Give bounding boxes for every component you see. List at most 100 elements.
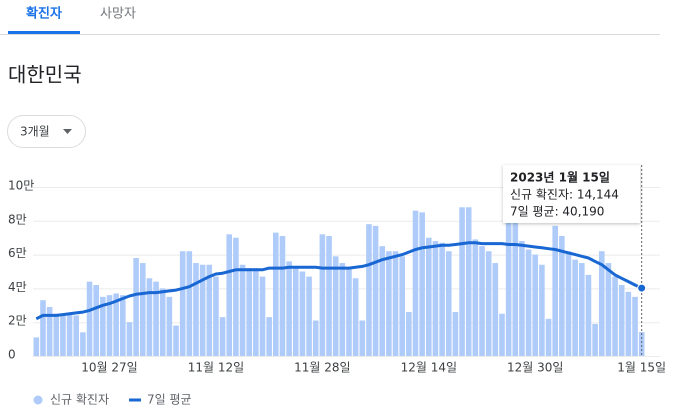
- bar: [605, 263, 612, 356]
- tab[interactable]: 사망자: [100, 7, 136, 22]
- bar: [33, 337, 40, 356]
- x-tick-label: 1월 15일: [617, 361, 666, 375]
- bar: [40, 300, 46, 356]
- bar: [465, 207, 472, 356]
- bar: [366, 224, 372, 356]
- bar: [206, 264, 213, 356]
- bar: [159, 288, 166, 356]
- bar: [73, 315, 80, 356]
- x-tick-label: 12월 30일: [507, 361, 563, 375]
- bar: [512, 217, 519, 356]
- x-tick-label: 10월 27일: [81, 361, 137, 375]
- bar: [133, 257, 139, 356]
- bar: [426, 237, 432, 356]
- bar: [392, 251, 399, 356]
- bar: [638, 332, 645, 356]
- bar: [113, 293, 119, 356]
- bar: [346, 268, 352, 356]
- tooltip-line: 신규 확진자: 14,144: [510, 188, 619, 202]
- bar: [179, 251, 186, 356]
- bar: [326, 236, 332, 356]
- bar: [100, 296, 106, 356]
- region-title: 대한민국: [8, 63, 82, 87]
- bar: [106, 295, 113, 356]
- bar: [246, 268, 252, 356]
- tooltip-line: 7일 평균: 40,190: [510, 205, 604, 219]
- bar: [173, 325, 179, 356]
- bar: [339, 263, 346, 356]
- bar: [432, 241, 439, 356]
- tab[interactable]: 확진자: [26, 6, 62, 22]
- bar: [379, 246, 386, 356]
- legend-label: 7일 평균: [147, 393, 192, 407]
- bar: [598, 251, 605, 356]
- bar: [253, 268, 259, 356]
- bar: [199, 264, 206, 356]
- bar: [299, 271, 306, 356]
- bar: [120, 295, 126, 356]
- bar: [399, 256, 405, 356]
- tooltip-date: 2023년 1월 15일: [510, 170, 610, 185]
- bar: [565, 251, 572, 356]
- dropdown-button[interactable]: [7, 115, 86, 148]
- bar: [233, 237, 239, 356]
- bar: [80, 332, 86, 356]
- bar: [219, 317, 226, 356]
- bar: [459, 207, 465, 356]
- bar: [472, 239, 479, 356]
- bar: [153, 281, 159, 356]
- bar: [60, 315, 66, 356]
- dropdown-arrow[interactable]: [63, 129, 72, 134]
- range-dropdown[interactable]: 3개월: [7, 115, 86, 148]
- bar: [419, 212, 425, 356]
- y-tick-label: 2만: [8, 314, 27, 328]
- bar: [292, 266, 299, 356]
- bar: [539, 264, 545, 356]
- bar: [579, 263, 585, 356]
- bar: [532, 254, 539, 356]
- tooltip-box: [503, 165, 640, 223]
- bar: [193, 263, 199, 356]
- tab-indicator: [8, 31, 80, 34]
- hover-dot: [637, 283, 647, 293]
- x-tick-label: 11월 12일: [188, 361, 244, 375]
- bar: [53, 313, 60, 356]
- y-tick-label: 10만: [8, 179, 34, 193]
- bar: [492, 263, 499, 356]
- bar: [126, 322, 133, 356]
- y-tick-label: 6만: [8, 246, 27, 260]
- bar: [306, 276, 312, 356]
- bar: [445, 251, 452, 356]
- bar: [552, 225, 558, 356]
- bar: [352, 278, 359, 356]
- bar: [452, 312, 459, 356]
- bar: [259, 276, 266, 356]
- bar: [412, 210, 419, 356]
- dropdown-label[interactable]: 3개월: [20, 125, 50, 139]
- y-tick-label: 0: [8, 348, 16, 362]
- bar: [239, 264, 246, 356]
- bar: [312, 320, 319, 356]
- bar: [359, 320, 366, 356]
- bar: [286, 261, 292, 356]
- legend-swatch: [33, 395, 43, 405]
- x-tick-label: 12월 14일: [401, 361, 457, 375]
- bar: [139, 263, 146, 356]
- tab-bar: 확진자 사망자: [0, 6, 660, 35]
- bar: [618, 285, 625, 356]
- legend-label: 신규 확진자: [50, 393, 109, 407]
- bar: [572, 259, 578, 356]
- bar: [372, 225, 379, 356]
- bar: [386, 251, 392, 356]
- bar: [279, 236, 286, 356]
- bar: [632, 296, 638, 356]
- bar: [213, 276, 219, 356]
- bar: [166, 296, 173, 356]
- bar: [519, 241, 525, 356]
- bar: [46, 306, 53, 356]
- line: [35, 241, 643, 321]
- bar: [266, 317, 272, 356]
